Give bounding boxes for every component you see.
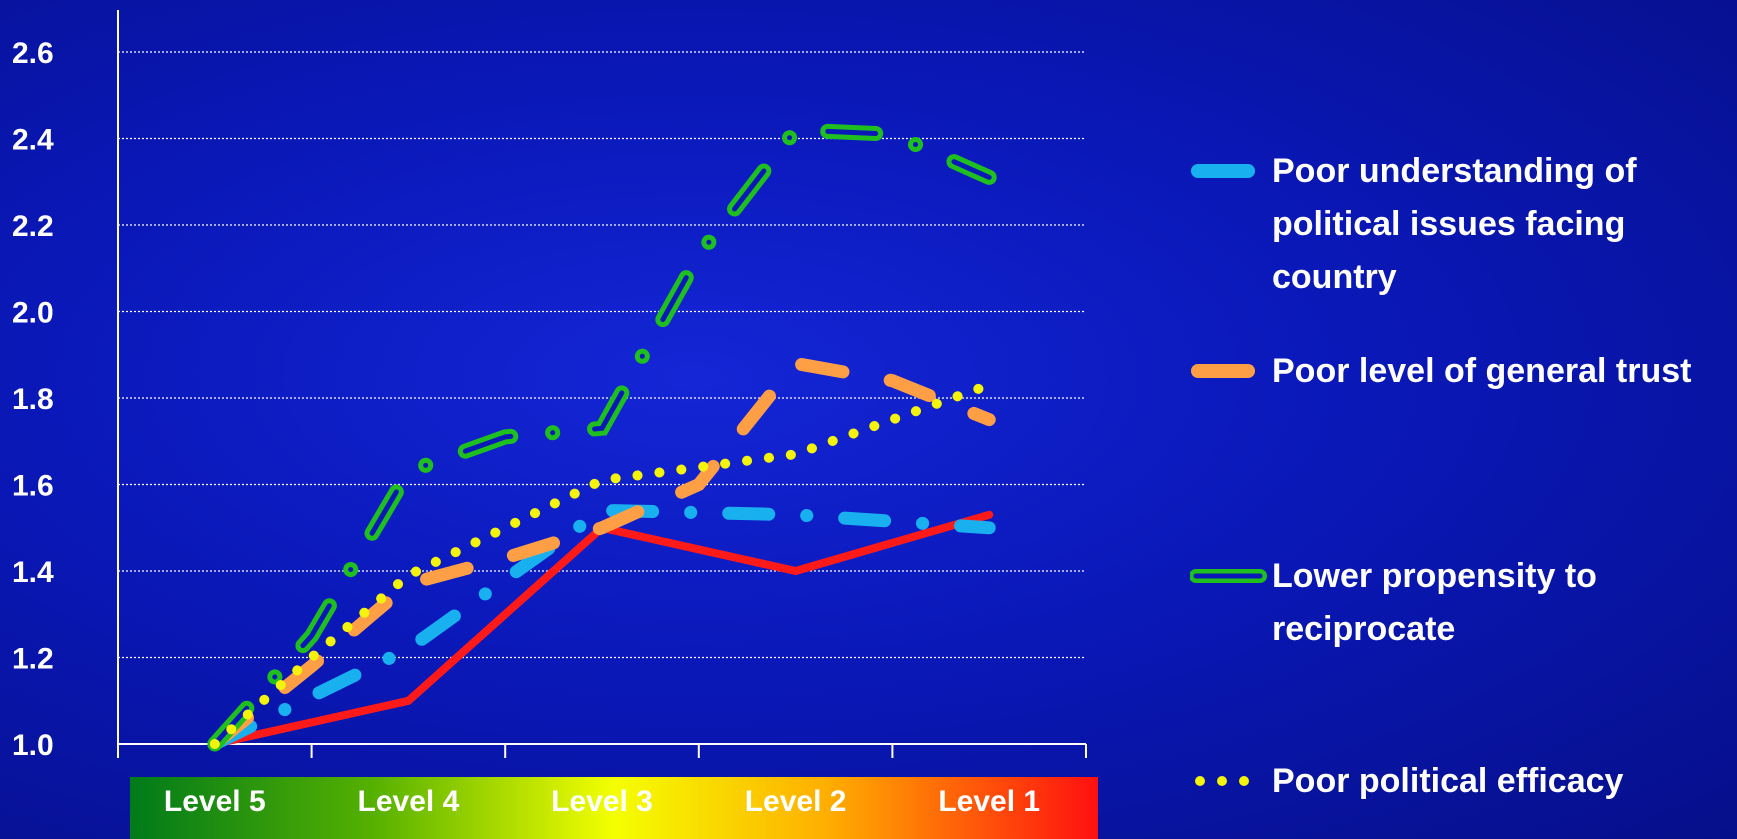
series-4	[209, 380, 995, 749]
y-tick-label: 1.2	[12, 643, 54, 676]
y-tick-label: 1.0	[12, 729, 54, 762]
x-category-labels: Level 5 Level 4 Level 3 Level 2 Level 1	[164, 785, 1040, 818]
legend-label-trust: Poor level of general trust	[1272, 352, 1692, 390]
series-line-inner	[212, 127, 992, 747]
level-color-band	[130, 777, 1098, 839]
legend-swatch-understanding	[1191, 164, 1255, 178]
y-tick-label: 2.4	[12, 124, 54, 157]
series-line	[209, 380, 995, 749]
series-line	[210, 510, 994, 748]
legend-item-understanding: Poor understanding of political issues f…	[1190, 145, 1732, 304]
y-tick-labels: 1.0 1.2 1.4 1.6 1.8 2.0 2.2 2.4 2.6	[12, 37, 54, 762]
y-tick-label: 1.4	[12, 556, 54, 589]
legend-swatch-trust	[1191, 364, 1255, 378]
y-tick-label: 1.6	[12, 470, 54, 503]
y-tick-label: 1.8	[12, 383, 54, 416]
legend-swatch-reciprocate	[1190, 569, 1267, 583]
legend-item-reciprocate: Lower propensity to reciprocate	[1190, 550, 1732, 656]
legend-item-trust: Poor level of general trust	[1190, 345, 1732, 398]
y-tick-label: 2.6	[12, 37, 54, 70]
legend: Poor understanding of political issues f…	[1190, 0, 1730, 839]
legend-item-efficacy: Poor political efficacy	[1190, 755, 1732, 808]
series	[207, 122, 997, 752]
legend-label-efficacy: Poor political efficacy	[1272, 762, 1624, 800]
legend-label-understanding: Poor understanding of political issues f…	[1272, 152, 1637, 296]
series-2	[208, 356, 996, 751]
series-line	[208, 356, 996, 751]
series-line	[208, 503, 996, 751]
y-tick-label: 2.2	[12, 210, 54, 243]
legend-label-reciprocate: Lower propensity to reciprocate	[1272, 557, 1597, 648]
gridlines	[118, 51, 1086, 659]
series-3	[207, 122, 997, 752]
x-category-label: Level 5	[164, 785, 266, 818]
x-category-label: Level 1	[938, 785, 1040, 818]
x-category-label: Level 3	[551, 785, 653, 818]
x-category-label: Level 4	[358, 785, 460, 818]
series-1	[208, 503, 996, 751]
axes	[117, 10, 1087, 758]
legend-swatch-efficacy	[1195, 776, 1249, 786]
series-line	[207, 122, 997, 752]
y-tick-label: 2.0	[12, 297, 54, 330]
series-5	[210, 510, 994, 748]
x-category-label: Level 2	[745, 785, 847, 818]
